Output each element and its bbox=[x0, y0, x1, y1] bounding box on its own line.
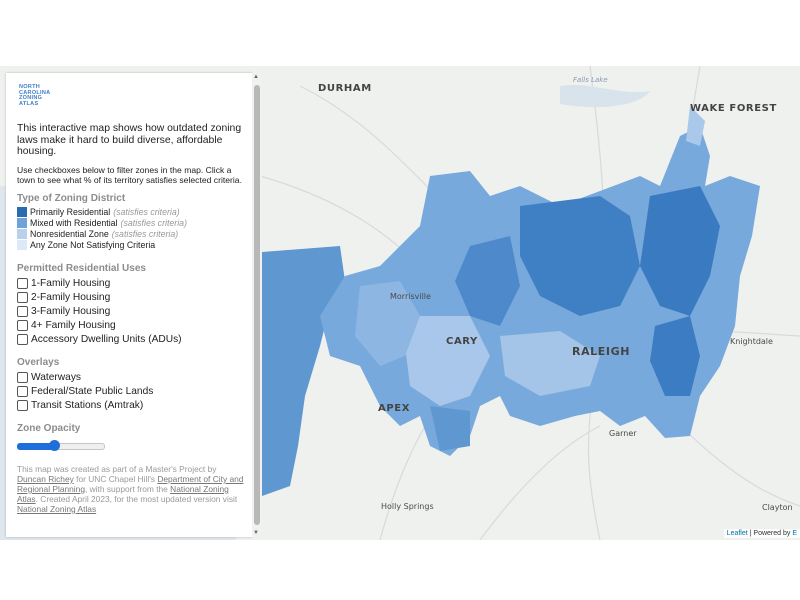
map-label-morrisville: Morrisville bbox=[390, 292, 431, 301]
checkbox-label: 3-Family Housing bbox=[31, 306, 111, 318]
nza-link-2[interactable]: National Zoning Atlas bbox=[17, 503, 97, 514]
map-label-wake-forest: WAKE FOREST bbox=[690, 103, 777, 114]
map-label-falls-lake: Falls Lake bbox=[573, 76, 608, 84]
checkbox-row-adu[interactable]: Accessory Dwelling Units (ADUs) bbox=[17, 333, 245, 347]
checkbox-label: Accessory Dwelling Units (ADUs) bbox=[31, 334, 182, 346]
nza-link[interactable]: National Zoning Atlas bbox=[17, 483, 229, 504]
nczoning-atlas-logo[interactable]: NORTH CAROLINA ZONING ATLAS bbox=[19, 84, 57, 107]
intro-text: This interactive map shows how outdated … bbox=[17, 123, 242, 158]
attribution-separator: | Powered by bbox=[747, 530, 793, 537]
legend-swatch bbox=[17, 218, 27, 229]
credits-text: This map was created as part of a Master… bbox=[17, 464, 245, 514]
checkbox-label: 1-Family Housing bbox=[31, 278, 111, 290]
checkbox-label: Federal/State Public Lands bbox=[31, 386, 154, 398]
checkbox-3-family[interactable] bbox=[17, 306, 28, 318]
map-label-apex: APEX bbox=[378, 403, 411, 414]
legend-label: Nonresidential Zone bbox=[30, 229, 109, 240]
author-link[interactable]: Duncan Richey bbox=[17, 473, 74, 484]
scroll-thumb[interactable] bbox=[254, 85, 260, 525]
leaflet-link[interactable]: Leaflet bbox=[726, 530, 748, 537]
provider-link[interactable]: E bbox=[792, 530, 797, 537]
map-label-durham: DURHAM bbox=[318, 83, 372, 94]
credits-part: This map was created as part of a Master… bbox=[17, 463, 217, 474]
legend-row-not-satisfying: Any Zone Not Satisfying Criteria bbox=[17, 240, 245, 251]
checkbox-public-lands[interactable] bbox=[17, 386, 28, 398]
credits-part: for UNC Chapel Hill's bbox=[73, 473, 158, 484]
overlays-title: Overlays bbox=[17, 356, 60, 368]
checkbox-transit[interactable] bbox=[17, 400, 28, 412]
instructions-text: Use checkboxes below to filter zones in … bbox=[17, 164, 242, 185]
checkbox-row-waterways[interactable]: Waterways bbox=[17, 371, 245, 385]
legend-swatch bbox=[17, 229, 27, 240]
checkbox-row-3-family[interactable]: 3-Family Housing bbox=[17, 305, 245, 319]
checkbox-row-public-lands[interactable]: Federal/State Public Lands bbox=[17, 385, 245, 399]
map-label-holly-springs: Holly Springs bbox=[381, 502, 434, 511]
checkbox-waterways[interactable] bbox=[17, 372, 28, 384]
sidebar-scrollbar[interactable]: ▲ ▼ bbox=[252, 73, 262, 537]
legend-note: (satisfies criteria) bbox=[111, 229, 179, 240]
logo-line: NORTH bbox=[19, 84, 41, 90]
legend-label: Any Zone Not Satisfying Criteria bbox=[30, 240, 156, 251]
credits-part: , with support from the bbox=[84, 483, 171, 494]
legend-swatch bbox=[17, 240, 27, 251]
checkbox-2-family[interactable] bbox=[17, 292, 28, 304]
checkbox-row-1-family[interactable]: 1-Family Housing bbox=[17, 277, 245, 291]
legend-note: (satisfies criteria) bbox=[120, 218, 188, 229]
legend-row-nonresidential: Nonresidential Zone (satisfies criteria) bbox=[17, 229, 245, 240]
map-label-raleigh: RALEIGH bbox=[572, 345, 631, 358]
checkbox-label: Transit Stations (Amtrak) bbox=[31, 400, 144, 412]
legend-label: Primarily Residential bbox=[30, 207, 111, 218]
logo-line: ZONING bbox=[19, 95, 43, 102]
checkbox-row-transit[interactable]: Transit Stations (Amtrak) bbox=[17, 399, 245, 413]
legend-swatch bbox=[17, 207, 27, 218]
checkbox-label: Waterways bbox=[31, 372, 82, 384]
checkbox-label: 4+ Family Housing bbox=[31, 320, 116, 332]
legend-label: Mixed with Residential bbox=[30, 218, 118, 229]
checkbox-row-4plus-family[interactable]: 4+ Family Housing bbox=[17, 319, 245, 333]
map-label-clayton: Clayton bbox=[762, 503, 793, 512]
logo-line: CAROLINA bbox=[19, 89, 51, 96]
zone-opacity-title: Zone Opacity bbox=[17, 422, 81, 434]
slider-thumb[interactable] bbox=[49, 439, 60, 451]
credits-part: . Created April 2023, for the most updat… bbox=[35, 493, 238, 504]
checkbox-4plus-family[interactable] bbox=[17, 320, 28, 332]
zone-opacity-slider[interactable] bbox=[17, 439, 105, 451]
checkbox-1-family[interactable] bbox=[17, 278, 28, 290]
residential-uses-title: Permitted Residential Uses bbox=[17, 262, 146, 274]
zoning-type-title: Type of Zoning District bbox=[17, 192, 126, 204]
map-label-cary: CARY bbox=[446, 336, 478, 347]
checkbox-row-2-family[interactable]: 2-Family Housing bbox=[17, 291, 245, 305]
logo-line: ATLAS bbox=[19, 100, 39, 107]
map-attribution: Leaflet | Powered by E bbox=[723, 529, 800, 538]
checkbox-adu[interactable] bbox=[17, 334, 28, 346]
checkbox-label: 2-Family Housing bbox=[31, 292, 111, 304]
map-label-knightdale: Knightdale bbox=[730, 337, 773, 346]
scroll-up-icon[interactable]: ▲ bbox=[253, 74, 259, 80]
legend-row-mixed-residential: Mixed with Residential (satisfies criter… bbox=[17, 218, 245, 229]
sidebar-panel: NORTH CAROLINA ZONING ATLAS This interac… bbox=[6, 73, 252, 537]
legend-note: (satisfies criteria) bbox=[113, 207, 180, 218]
slider-fill bbox=[17, 442, 55, 450]
map-label-garner: Garner bbox=[609, 429, 637, 438]
department-link[interactable]: Department of City and Regional Planning bbox=[17, 473, 244, 494]
scroll-down-icon[interactable]: ▼ bbox=[253, 530, 259, 536]
legend-row-primarily-residential: Primarily Residential (satisfies criteri… bbox=[17, 207, 245, 218]
